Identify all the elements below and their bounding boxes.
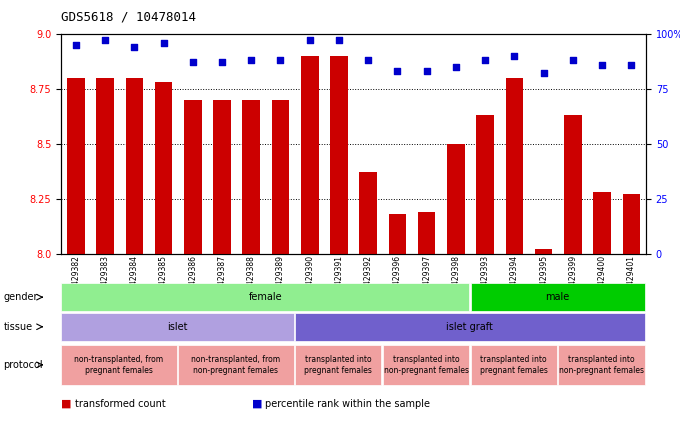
Bar	[389, 214, 406, 254]
Point	[392, 68, 403, 74]
Bar	[155, 82, 172, 254]
Point	[216, 59, 227, 66]
Bar	[301, 56, 318, 254]
Point	[187, 59, 198, 66]
Text: male: male	[545, 292, 570, 302]
Point	[333, 37, 344, 44]
Text: protocol: protocol	[3, 360, 43, 370]
Point	[626, 61, 636, 68]
Point	[509, 52, 520, 59]
Bar	[477, 115, 494, 254]
Bar	[535, 250, 552, 254]
Point	[362, 57, 373, 63]
Point	[245, 57, 256, 63]
Point	[158, 39, 169, 46]
Bar	[418, 212, 435, 254]
Bar	[97, 78, 114, 254]
Bar	[184, 100, 201, 254]
Point	[567, 57, 578, 63]
Point	[275, 57, 286, 63]
Point	[304, 37, 315, 44]
Bar	[67, 78, 84, 254]
Point	[70, 41, 82, 48]
Point	[450, 63, 461, 70]
Text: islet: islet	[167, 322, 188, 332]
Text: female: female	[248, 292, 282, 302]
Bar	[506, 78, 523, 254]
Text: transplanted into
pregnant females: transplanted into pregnant females	[480, 355, 547, 374]
Text: tissue: tissue	[3, 322, 33, 332]
Point	[421, 68, 432, 74]
Point	[538, 70, 549, 77]
Text: GDS5618 / 10478014: GDS5618 / 10478014	[61, 11, 197, 24]
Text: transplanted into
pregnant females: transplanted into pregnant females	[305, 355, 372, 374]
Bar	[623, 195, 640, 254]
Bar	[360, 173, 377, 254]
Bar	[214, 100, 231, 254]
Point	[596, 61, 607, 68]
Point	[129, 44, 139, 50]
Point	[99, 37, 110, 44]
Bar	[272, 100, 289, 254]
Bar	[594, 192, 611, 254]
Bar	[564, 115, 581, 254]
Text: percentile rank within the sample: percentile rank within the sample	[265, 399, 430, 409]
Text: transplanted into
non-pregnant females: transplanted into non-pregnant females	[559, 355, 644, 374]
Bar	[126, 78, 143, 254]
Text: ■: ■	[61, 399, 71, 409]
Bar	[447, 144, 464, 254]
Bar	[330, 56, 347, 254]
Text: ■: ■	[252, 399, 262, 409]
Text: islet graft: islet graft	[447, 322, 493, 332]
Text: gender: gender	[3, 292, 38, 302]
Text: transformed count: transformed count	[75, 399, 165, 409]
Point	[479, 57, 490, 63]
Text: non-transplanted, from
pregnant females: non-transplanted, from pregnant females	[74, 355, 164, 374]
Text: non-transplanted, from
non-pregnant females: non-transplanted, from non-pregnant fema…	[191, 355, 281, 374]
Text: transplanted into
non-pregnant females: transplanted into non-pregnant females	[384, 355, 469, 374]
Bar	[243, 100, 260, 254]
